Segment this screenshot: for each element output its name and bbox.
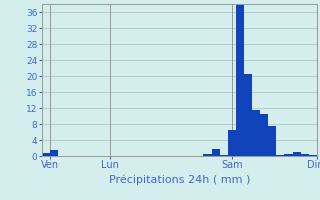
Bar	[252, 110, 260, 156]
Bar	[309, 155, 317, 156]
Bar	[204, 154, 212, 156]
Bar	[220, 155, 228, 156]
Bar	[236, 4, 244, 156]
Bar	[228, 130, 236, 156]
Bar	[276, 155, 284, 156]
Bar	[42, 153, 50, 156]
Bar	[292, 152, 300, 156]
Bar	[50, 150, 58, 156]
X-axis label: Précipitations 24h ( mm ): Précipitations 24h ( mm )	[108, 174, 250, 185]
Bar	[268, 126, 276, 156]
Bar	[284, 154, 292, 156]
Bar	[244, 74, 252, 156]
Bar	[260, 114, 268, 156]
Bar	[212, 149, 220, 156]
Bar	[300, 154, 309, 156]
